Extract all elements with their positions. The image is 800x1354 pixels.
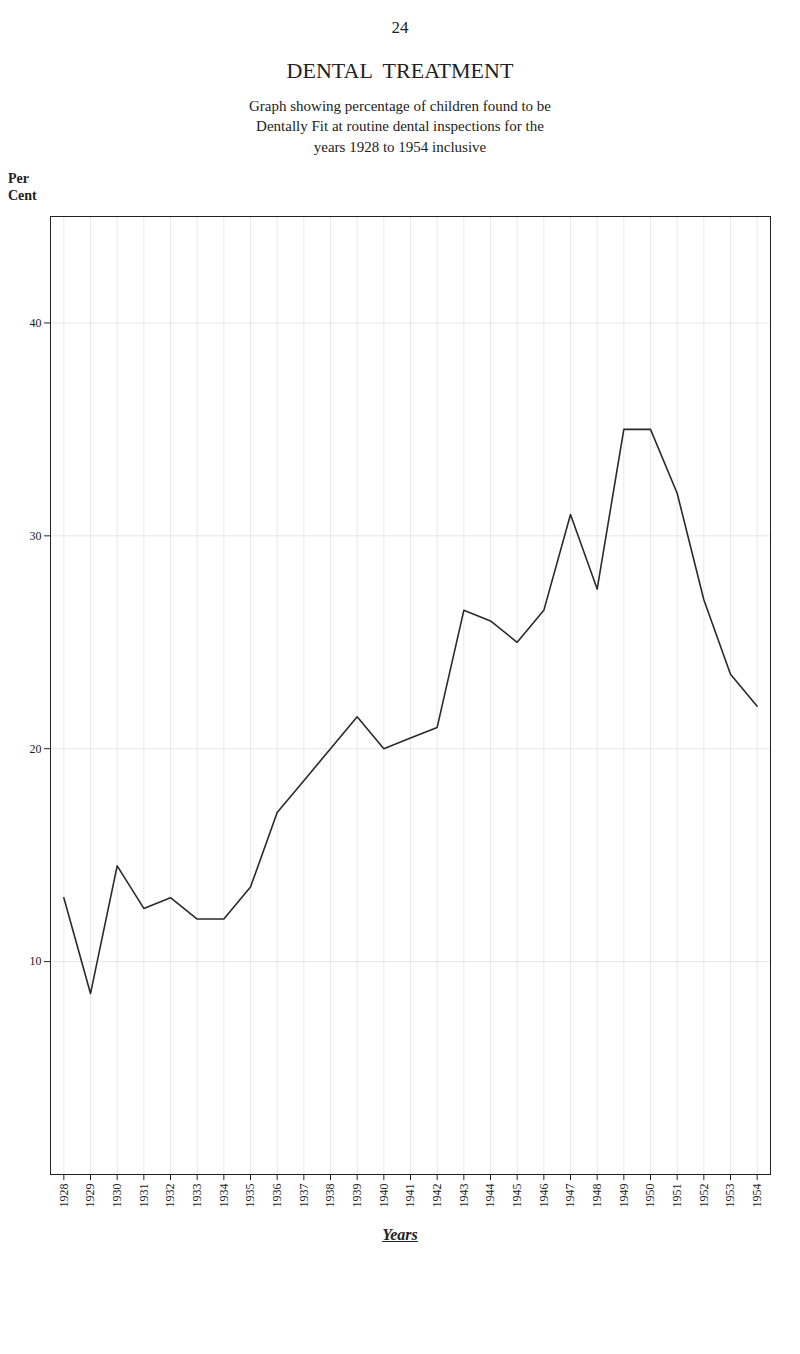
html-text:DENTAL TREATMENT: DENTAL TREATMENT (286, 58, 514, 83)
svg-text:1937: 1937 (297, 1184, 311, 1208)
svg-text:1940: 1940 (377, 1184, 391, 1208)
svg-text:1934: 1934 (217, 1184, 231, 1208)
svg-text:1931: 1931 (137, 1184, 151, 1208)
svg-text:1942: 1942 (430, 1184, 444, 1208)
svg-text:1938: 1938 (323, 1184, 337, 1208)
html-text:24: 24 (391, 18, 409, 37)
svg-text:1936: 1936 (270, 1184, 284, 1208)
svg-text:1947: 1947 (563, 1184, 577, 1208)
svg-text:1951: 1951 (670, 1184, 684, 1208)
svg-text:1935: 1935 (243, 1184, 257, 1208)
svg-text:1933: 1933 (190, 1184, 204, 1208)
svg-text:1932: 1932 (163, 1184, 177, 1208)
svg-text:1928: 1928 (57, 1184, 71, 1208)
svg-text:1930: 1930 (110, 1184, 124, 1208)
html-text:Dentally Fit at routine dental: Dentally Fit at routine dental inspectio… (256, 118, 544, 135)
html-text:Per: Per (8, 170, 29, 186)
svg-text:1944: 1944 (483, 1184, 497, 1208)
svg-text:1953: 1953 (723, 1184, 737, 1208)
svg-text:1949: 1949 (617, 1184, 631, 1208)
svg-text:1941: 1941 (403, 1184, 417, 1208)
svg-text:1954: 1954 (750, 1184, 764, 1208)
html-text:Cent: Cent (8, 187, 37, 203)
svg-text:20: 20 (30, 742, 42, 756)
svg-text:1943: 1943 (457, 1184, 471, 1208)
svg-text:1948: 1948 (590, 1184, 604, 1208)
html-text:Years: Years (382, 1226, 418, 1244)
svg-text:1946: 1946 (537, 1184, 551, 1208)
svg-text:30: 30 (30, 529, 42, 543)
html-text:years 1928 to 1954 inclusive: years 1928 to 1954 inclusive (313, 138, 487, 155)
svg-text:10: 10 (30, 955, 42, 969)
html-text:Graph showing percentage of ch: Graph showing percentage of children fou… (249, 98, 551, 114)
svg-text:1939: 1939 (350, 1184, 364, 1208)
svg-text:1950: 1950 (643, 1184, 657, 1208)
svg-text:1945: 1945 (510, 1184, 524, 1208)
svg-text:1952: 1952 (697, 1184, 711, 1208)
svg-text:40: 40 (30, 316, 42, 330)
svg-text:1929: 1929 (83, 1184, 97, 1208)
